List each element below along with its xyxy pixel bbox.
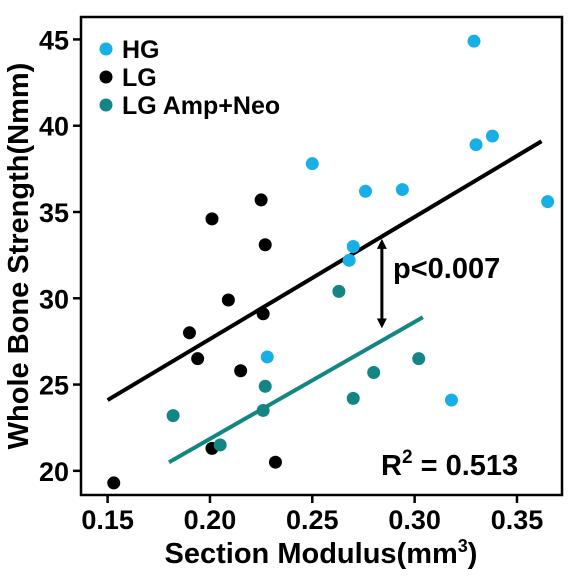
- x-tick-label: 0.30: [388, 505, 441, 535]
- data-point: [107, 476, 121, 490]
- y-tick-label: 45: [39, 25, 69, 55]
- data-point: [412, 352, 426, 366]
- fit-line: [106, 139, 543, 402]
- p-value-annotation: p<0.007: [393, 253, 500, 285]
- data-point: [359, 184, 373, 198]
- legend-label: HG: [122, 36, 160, 64]
- x-tick-label: 0.25: [286, 505, 339, 535]
- legend-label: LG: [122, 64, 157, 92]
- plot-area: [79, 15, 564, 497]
- data-point: [268, 455, 282, 469]
- data-point: [346, 240, 360, 254]
- legend-marker: [99, 42, 113, 56]
- data-point: [346, 391, 360, 405]
- regression-lines: [106, 139, 543, 464]
- r-squared-annotation: R2 = 0.513: [381, 447, 518, 482]
- y-tick-label: 20: [39, 457, 69, 487]
- x-tick-label: 0.35: [491, 505, 544, 535]
- y-tick-label: 30: [39, 284, 69, 314]
- y-tick-label: 35: [39, 198, 69, 228]
- data-point: [469, 138, 483, 152]
- data-point: [485, 129, 499, 143]
- data-point: [166, 409, 180, 423]
- data-point: [332, 284, 346, 298]
- y-tick-label: 40: [39, 112, 69, 142]
- data-point: [260, 350, 274, 364]
- data-point: [221, 293, 235, 307]
- data-points: [107, 34, 555, 490]
- y-tick-label: 25: [39, 371, 69, 401]
- data-point: [395, 183, 409, 197]
- data-point: [254, 193, 268, 207]
- data-point: [234, 364, 248, 378]
- data-point: [258, 379, 272, 393]
- data-point: [444, 393, 458, 407]
- legend-marker: [99, 98, 113, 112]
- data-point: [182, 326, 196, 340]
- legend-label: LG Amp+Neo: [122, 92, 280, 120]
- fit-line: [168, 315, 424, 464]
- data-point: [256, 403, 270, 417]
- y-axis-title: Whole Bone Strength(Nmm): [3, 63, 35, 450]
- data-point: [541, 195, 555, 209]
- data-point: [191, 352, 205, 366]
- data-point: [367, 365, 381, 379]
- data-point: [205, 212, 219, 226]
- x-tick-label: 0.20: [184, 505, 237, 535]
- y-axis: 20 25 30 35 40 45: [39, 25, 81, 487]
- data-point: [213, 438, 227, 452]
- data-point: [305, 157, 319, 171]
- data-point: [467, 34, 481, 48]
- x-tick-label: 0.15: [81, 505, 134, 535]
- plot-border: [79, 15, 564, 497]
- x-axis: 0.15 0.20 0.25 0.30 0.35: [81, 495, 543, 535]
- data-point: [342, 253, 356, 267]
- data-point: [258, 238, 272, 252]
- data-point: [256, 307, 270, 321]
- legend-marker: [99, 70, 113, 84]
- x-axis-title: Section Modulus(mm3): [165, 536, 478, 570]
